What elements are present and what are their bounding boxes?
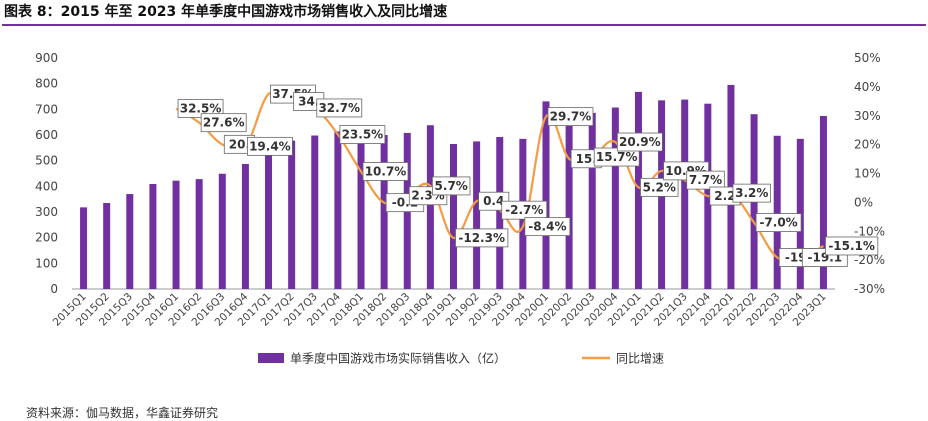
revenue-bar: [565, 119, 573, 289]
legend-bar-label: 单季度中国游戏市场实际销售收入（亿）: [290, 351, 506, 366]
data-label-box: [431, 176, 471, 196]
data-label-box: [593, 147, 640, 167]
revenue-bar: [311, 135, 319, 289]
data-label: 2.2: [714, 189, 735, 203]
left-tick-label: 800: [35, 77, 58, 91]
data-label-box: [247, 136, 293, 156]
revenue-bar: [218, 173, 226, 289]
left-tick-label: 300: [35, 205, 58, 219]
legend: 单季度中国游戏市场实际销售收入（亿） 同比增速: [258, 351, 664, 366]
revenue-bar: [542, 101, 550, 289]
source-note: 资料来源：伽马数据，华鑫证券研究: [26, 406, 219, 420]
data-label: 29.7%: [550, 110, 592, 124]
left-tick-label: 700: [35, 102, 58, 116]
left-tick-label: 500: [35, 154, 58, 168]
revenue-bar: [588, 112, 596, 289]
revenue-bar: [195, 179, 203, 289]
right-tick-label: 30%: [854, 109, 881, 123]
data-label: 3.2%: [735, 186, 768, 200]
data-label: -15.1%: [828, 239, 875, 253]
data-label: -12.3%: [458, 231, 505, 245]
legend-line-label: 同比增速: [616, 352, 664, 366]
revenue-bar: [611, 107, 619, 289]
revenue-bar: [288, 140, 296, 289]
left-axis: 0 100 200 300 400 500 600 700 800 900: [35, 51, 58, 296]
revenue-bar: [450, 143, 457, 289]
revenue-bar: [773, 135, 781, 289]
data-label: 32.5%: [180, 102, 222, 116]
data-label-box: [686, 170, 725, 190]
right-tick-label: -30%: [854, 282, 885, 296]
right-tick-label: 20%: [854, 138, 881, 152]
right-tick-label: 0%: [854, 195, 873, 209]
data-label: 10.7%: [365, 164, 407, 178]
data-label: 20.: [229, 137, 250, 151]
data-label: 20.9%: [619, 135, 661, 149]
data-label: 5.7%: [435, 179, 468, 193]
data-label-box: [200, 113, 247, 133]
revenue-bar: [473, 141, 481, 289]
data-label: 19.4%: [249, 139, 291, 153]
revenue-bar: [681, 99, 689, 289]
right-tick-label: 40%: [854, 80, 881, 94]
revenue-bar: [334, 131, 342, 289]
data-label-box: [825, 236, 879, 256]
revenue-bar: [426, 125, 434, 289]
revenue-bar: [172, 180, 180, 289]
legend-bar-swatch: [258, 353, 284, 363]
data-label-box: [616, 132, 663, 152]
chart-title: 图表 8：2015 年至 2023 年单季度中国游戏市场销售收入及同比增速: [2, 0, 926, 26]
data-label: 0.4: [483, 194, 504, 208]
data-label: -7.0%: [759, 216, 797, 230]
data-label: 32.7%: [318, 101, 360, 115]
data-label-box: [362, 162, 409, 181]
data-label: 15.7%: [596, 150, 638, 164]
data-label-box: [640, 177, 679, 197]
revenue-bar: [80, 207, 88, 289]
revenue-bar: [149, 184, 157, 289]
data-label: 15.: [576, 152, 597, 166]
left-tick-label: 100: [35, 256, 58, 270]
data-label-box: [455, 228, 509, 248]
data-label: 27.6%: [203, 116, 245, 130]
x-tick-labels: 2015Q12015Q22015Q32015Q42016Q12016Q22016…: [51, 290, 829, 328]
revenue-bar: [819, 116, 827, 289]
revenue-bar: [357, 136, 365, 289]
data-label: 23.5%: [342, 128, 384, 142]
data-label-box: [339, 125, 386, 144]
revenue-bar: [126, 194, 134, 289]
right-tick-label: 50%: [854, 51, 881, 65]
data-labels: 32.5%27.6%20. 19.4%37.5%34. 32.7%23.5%10.7…: [177, 84, 879, 267]
revenue-bar: [380, 135, 388, 289]
right-tick-label: -20%: [854, 253, 885, 267]
left-tick-label: 0: [50, 282, 58, 296]
data-label-box: [501, 200, 548, 220]
data-label-box: [547, 107, 594, 127]
revenue-bar: [241, 164, 249, 289]
data-label-box: [177, 99, 224, 118]
right-axis: -30% -20% -10% 0% 10% 20% 30% 40% 50%: [854, 51, 885, 296]
data-label-box: [732, 183, 771, 203]
data-label: 34.: [298, 95, 319, 109]
left-tick-label: 400: [35, 179, 58, 193]
data-label-box: [524, 217, 571, 237]
data-label: -2.7%: [505, 203, 543, 217]
left-tick-label: 600: [35, 128, 58, 142]
left-tick-label: 200: [35, 231, 58, 245]
data-label: 7.7%: [689, 173, 722, 187]
data-label-box: [755, 213, 802, 232]
right-tick-label: 10%: [854, 167, 881, 181]
left-tick-label: 900: [35, 51, 58, 65]
revenue-bar: [634, 91, 642, 289]
data-label-box: [316, 98, 363, 118]
data-label: 5.2%: [643, 180, 676, 194]
revenue-bar: [496, 137, 504, 289]
right-tick-label: -10%: [854, 224, 885, 238]
revenue-bar: [103, 203, 111, 289]
revenue-bar: [265, 138, 273, 289]
data-label: -8.4%: [528, 220, 566, 234]
